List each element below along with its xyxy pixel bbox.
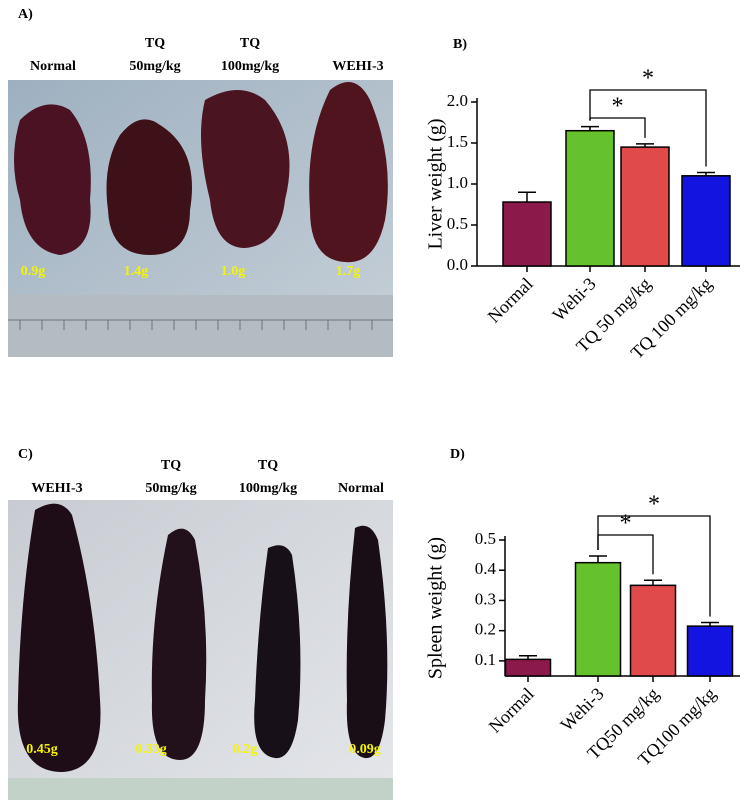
bar bbox=[574, 561, 622, 677]
y-tick-label: 0.5 bbox=[475, 529, 496, 548]
y-axis-label: Spleen weight (g) bbox=[425, 537, 447, 679]
y-axis-label: Liver weight (g) bbox=[425, 118, 447, 249]
y-tick-label: 1.0 bbox=[447, 173, 468, 192]
weight-label: 0.45g bbox=[26, 742, 58, 757]
bar bbox=[565, 129, 615, 267]
x-tick-label: Wehi-3 bbox=[548, 274, 599, 325]
bar bbox=[620, 146, 670, 267]
bar bbox=[681, 175, 731, 267]
x-tick-label: Normal bbox=[485, 684, 538, 737]
weight-label: 0.09g bbox=[349, 742, 381, 757]
panel-label: B) bbox=[453, 37, 467, 52]
x-tick-label: Wehi-3 bbox=[556, 684, 607, 735]
weight-label: 0.33g bbox=[135, 742, 167, 757]
group-label: 50mg/kg bbox=[129, 59, 180, 74]
weight-label: 0.2g bbox=[233, 742, 258, 757]
bar bbox=[502, 201, 552, 267]
group-label: Normal bbox=[30, 59, 76, 74]
y-tick-label: 0.5 bbox=[447, 214, 468, 233]
x-tick-label: Normal bbox=[484, 274, 537, 327]
group-label: TQ bbox=[161, 458, 181, 473]
bar bbox=[629, 584, 677, 677]
y-tick-label: 0.0 bbox=[447, 255, 468, 274]
group-label: 50mg/kg bbox=[145, 481, 196, 496]
y-tick-label: 0.4 bbox=[475, 559, 497, 578]
significance-label: * bbox=[642, 66, 654, 92]
group-label: TQ bbox=[258, 458, 278, 473]
panel-label: C) bbox=[18, 447, 33, 462]
group-label: WEHI-3 bbox=[31, 481, 82, 496]
weight-label: 1.7g bbox=[336, 264, 361, 279]
significance-bracket bbox=[589, 89, 707, 167]
y-tick-label: 0.2 bbox=[475, 620, 496, 639]
significance-label: * bbox=[648, 492, 660, 518]
weight-label: 1.4g bbox=[124, 264, 149, 279]
group-label: WEHI-3 bbox=[332, 59, 383, 74]
weight-label: 0.9g bbox=[21, 264, 46, 279]
panel-label: D) bbox=[450, 447, 465, 462]
bar bbox=[504, 658, 552, 677]
weight-label: 1.0g bbox=[221, 264, 246, 279]
y-tick-label: 1.5 bbox=[447, 132, 468, 151]
group-label: TQ bbox=[145, 36, 165, 51]
group-label: 100mg/kg bbox=[221, 59, 279, 74]
group-label: 100mg/kg bbox=[239, 481, 297, 496]
group-label: Normal bbox=[338, 481, 384, 496]
significance-label: * bbox=[612, 94, 624, 120]
y-tick-label: 0.1 bbox=[475, 650, 496, 669]
photo-liver bbox=[8, 80, 393, 357]
significance-label: * bbox=[620, 511, 632, 537]
group-label: TQ bbox=[240, 36, 260, 51]
panel-label: A) bbox=[18, 7, 33, 22]
y-tick-label: 2.0 bbox=[447, 91, 468, 110]
photo-spleen bbox=[8, 500, 393, 800]
significance-bracket bbox=[597, 515, 711, 617]
y-tick-label: 0.3 bbox=[475, 589, 496, 608]
bar bbox=[686, 625, 734, 677]
